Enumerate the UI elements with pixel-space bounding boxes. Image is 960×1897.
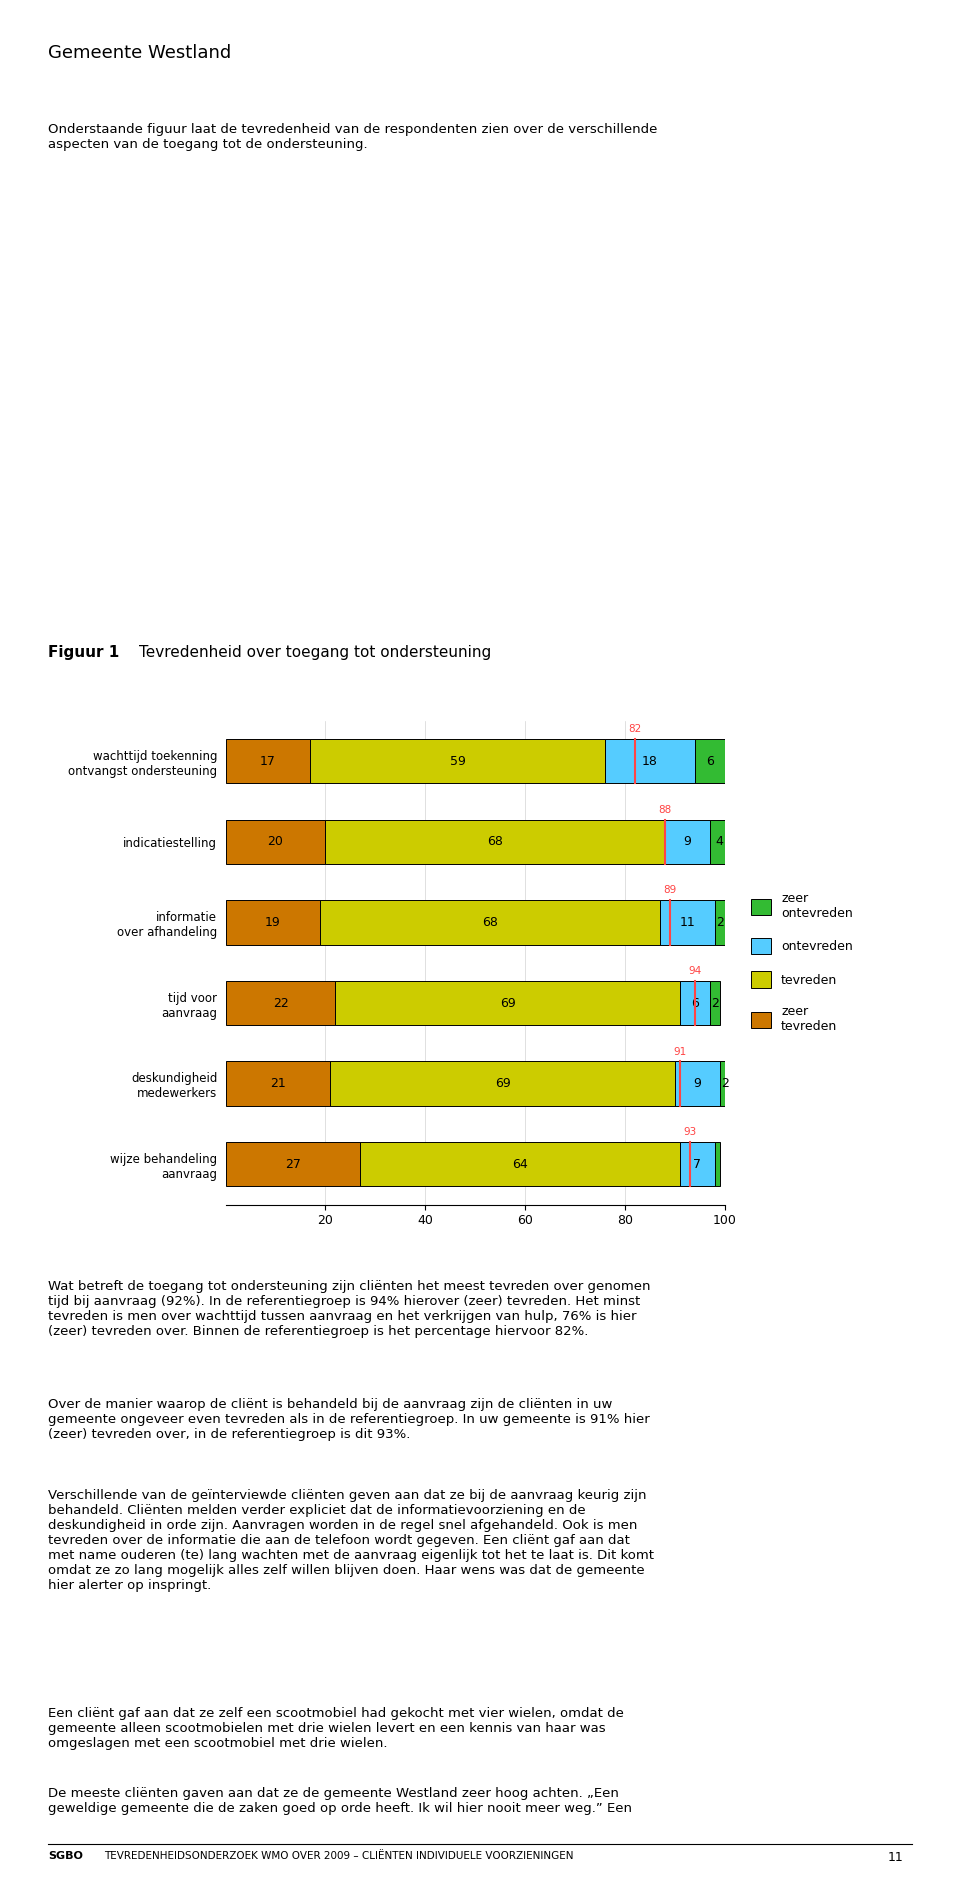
Text: 89: 89: [663, 886, 677, 895]
Text: 6: 6: [706, 755, 714, 768]
Bar: [310, 740, 605, 783]
Bar: [226, 981, 335, 1024]
Text: 69: 69: [494, 1077, 511, 1091]
Bar: [665, 820, 709, 863]
Text: 88: 88: [659, 804, 672, 816]
Bar: [709, 820, 730, 863]
Text: Over de manier waarop de cliënt is behandeld bij de aanvraag zijn de cliënten in: Over de manier waarop de cliënt is behan…: [48, 1398, 650, 1442]
Text: 2: 2: [710, 996, 719, 1009]
Text: 82: 82: [628, 725, 641, 734]
Text: De meeste cliënten gaven aan dat ze de gemeente Westland zeer hoog achten. „Een
: De meeste cliënten gaven aan dat ze de g…: [48, 1787, 632, 1815]
Bar: [226, 820, 325, 863]
Text: 4: 4: [716, 835, 724, 848]
Text: 20: 20: [268, 835, 283, 848]
Bar: [715, 1142, 720, 1186]
Text: SGBO: SGBO: [48, 1851, 83, 1861]
Text: 91: 91: [673, 1047, 686, 1057]
Text: Figuur 1: Figuur 1: [48, 645, 119, 660]
Text: 94: 94: [688, 966, 702, 977]
Text: 9: 9: [693, 1077, 702, 1091]
Text: TEVREDENHEIDSONDERZOEK WMO OVER 2009 – CLIËNTEN INDIVIDUELE VOORZIENINGEN: TEVREDENHEIDSONDERZOEK WMO OVER 2009 – C…: [104, 1851, 573, 1861]
Bar: [720, 1062, 730, 1106]
Text: 2: 2: [716, 916, 724, 930]
Text: Gemeente Westland: Gemeente Westland: [48, 44, 231, 61]
Text: 9: 9: [684, 835, 691, 848]
Bar: [226, 901, 321, 945]
Text: 69: 69: [500, 996, 516, 1009]
Bar: [226, 740, 310, 783]
Bar: [325, 820, 665, 863]
Text: Wat betreft de toegang tot ondersteuning zijn cliënten het meest tevreden over g: Wat betreft de toegang tot ondersteuning…: [48, 1280, 651, 1339]
Bar: [709, 981, 720, 1024]
Text: 17: 17: [260, 755, 276, 768]
Text: Tevredenheid over toegang tot ondersteuning: Tevredenheid over toegang tot ondersteun…: [139, 645, 492, 660]
Bar: [335, 981, 680, 1024]
Legend: zeer
ontevreden, ontevreden, tevreden, zeer
tevreden: zeer ontevreden, ontevreden, tevreden, z…: [751, 892, 852, 1034]
Bar: [321, 901, 660, 945]
Text: 21: 21: [270, 1077, 286, 1091]
Bar: [360, 1142, 680, 1186]
Text: 2: 2: [721, 1077, 729, 1091]
Text: 18: 18: [642, 755, 658, 768]
Text: 22: 22: [273, 996, 288, 1009]
Text: 93: 93: [684, 1127, 697, 1138]
Bar: [605, 740, 695, 783]
Text: 11: 11: [888, 1851, 903, 1865]
Bar: [660, 901, 715, 945]
Bar: [675, 1062, 720, 1106]
Bar: [715, 901, 725, 945]
Text: Een cliënt gaf aan dat ze zelf een scootmobiel had gekocht met vier wielen, omda: Een cliënt gaf aan dat ze zelf een scoot…: [48, 1707, 624, 1751]
Text: 68: 68: [482, 916, 498, 930]
Bar: [226, 1142, 360, 1186]
Text: 6: 6: [691, 996, 699, 1009]
Text: Onderstaande figuur laat de tevredenheid van de respondenten zien over de versch: Onderstaande figuur laat de tevredenheid…: [48, 123, 658, 152]
Text: 7: 7: [693, 1157, 702, 1170]
Bar: [695, 740, 725, 783]
Text: 19: 19: [265, 916, 281, 930]
Text: 68: 68: [488, 835, 503, 848]
Text: 64: 64: [513, 1157, 528, 1170]
Text: 27: 27: [285, 1157, 300, 1170]
Bar: [330, 1062, 675, 1106]
Bar: [680, 1142, 715, 1186]
Text: Verschillende van de geïnterviewde cliënten geven aan dat ze bij de aanvraag keu: Verschillende van de geïnterviewde cliën…: [48, 1489, 654, 1592]
Bar: [226, 1062, 330, 1106]
Bar: [680, 981, 709, 1024]
Text: 11: 11: [680, 916, 695, 930]
Text: 59: 59: [450, 755, 466, 768]
